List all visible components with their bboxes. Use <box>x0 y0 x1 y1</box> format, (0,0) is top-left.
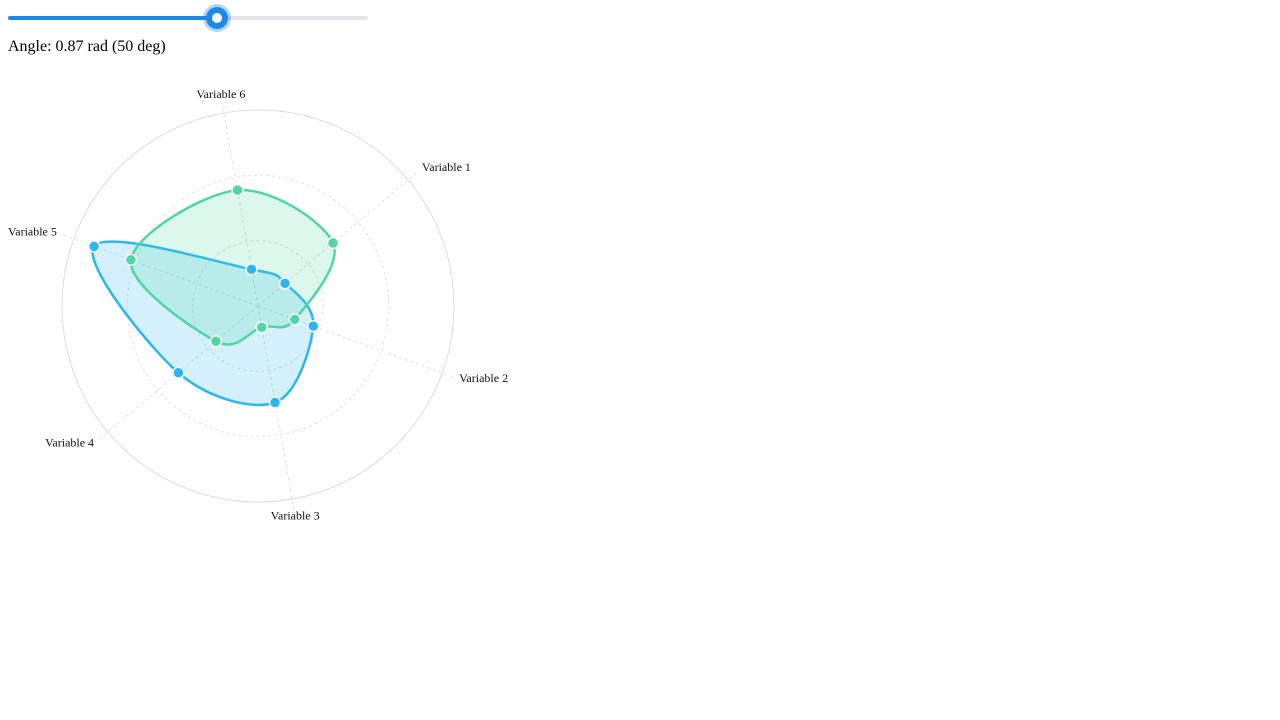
series-1-point <box>268 396 282 409</box>
series-1-point <box>245 263 258 276</box>
axis-label: Variable 6 <box>196 87 245 101</box>
axis-label: Variable 1 <box>422 160 471 174</box>
series-2-point <box>255 320 268 334</box>
angle-slider[interactable] <box>8 7 368 29</box>
radial-gridline <box>62 234 259 307</box>
radar-chart: Variable 1 Variable 2 Variable 3 Variable 4… <box>8 87 508 522</box>
grid-ring-outer <box>61 109 455 503</box>
series-1-point <box>307 319 320 333</box>
series-1-point <box>87 240 101 253</box>
grid-ring <box>192 240 324 372</box>
radial-gridline <box>257 305 454 378</box>
series-2-point <box>231 183 244 197</box>
slider-thumb[interactable] <box>205 7 228 29</box>
angle-readout: Angle: 0.87 rad (50 deg) <box>8 38 166 55</box>
series-2-point <box>209 335 223 348</box>
grid-ring <box>126 174 390 438</box>
axis-label: Variable 2 <box>459 371 508 385</box>
series-1-point <box>278 277 292 290</box>
series-2-point <box>326 236 340 250</box>
axis-label: Variable 4 <box>45 435 94 449</box>
series-2-point <box>288 313 302 326</box>
axis-label: Variable 5 <box>8 225 57 239</box>
axis-label: Variable 3 <box>271 508 320 522</box>
radial-gridline <box>221 101 259 307</box>
series-2-point <box>124 253 138 266</box>
slider-fill <box>8 16 217 20</box>
series-1-area <box>91 240 315 407</box>
series-1-point <box>172 366 185 380</box>
